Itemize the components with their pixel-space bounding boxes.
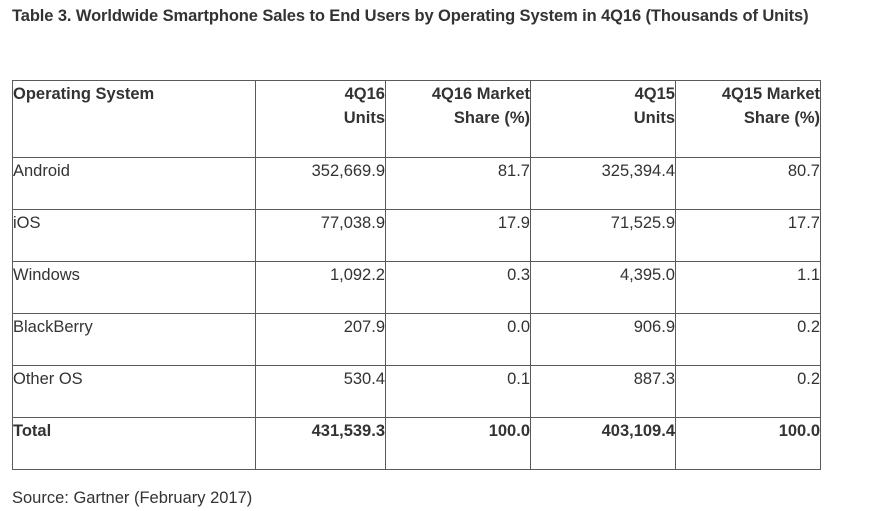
q416-units-cell: 352,669.9 bbox=[255, 157, 386, 210]
os-name-cell: Other OS bbox=[12, 365, 256, 418]
table-header-row: Operating System 4Q16 Units 4Q16 Market … bbox=[12, 80, 821, 158]
q416-share-cell: 0.3 bbox=[385, 261, 531, 314]
header-operating-system: Operating System bbox=[12, 80, 256, 158]
header-operating-system-label: Operating System bbox=[13, 85, 155, 103]
table-row: Android 352,669.9 81.7 325,394.4 80.7 bbox=[12, 157, 821, 210]
q415-units-cell: 325,394.4 bbox=[530, 157, 676, 210]
q416-units-cell: 1,092.2 bbox=[255, 261, 386, 314]
header-4q16-units-line2: Units bbox=[343, 109, 385, 127]
total-q416-share-cell: 100.0 bbox=[385, 417, 531, 470]
smartphone-sales-table: Operating System 4Q16 Units 4Q16 Market … bbox=[12, 80, 821, 470]
header-4q16-units: 4Q16 Units bbox=[255, 80, 386, 158]
header-4q16-share: 4Q16 Market Share (%) bbox=[385, 80, 531, 158]
q415-units-cell: 4,395.0 bbox=[530, 261, 676, 314]
q415-units-cell: 906.9 bbox=[530, 313, 676, 366]
q415-share-cell: 17.7 bbox=[675, 209, 821, 262]
q415-share-cell: 0.2 bbox=[675, 313, 821, 366]
header-4q15-units-line1: 4Q15 bbox=[634, 85, 675, 103]
header-4q15-units: 4Q15 Units bbox=[530, 80, 676, 158]
os-name-cell: iOS bbox=[12, 209, 256, 262]
os-name-cell: BlackBerry bbox=[12, 313, 256, 366]
header-4q15-units-line2: Units bbox=[633, 109, 675, 127]
header-4q15-share-line2: Share (%) bbox=[743, 109, 820, 127]
q416-units-cell: 530.4 bbox=[255, 365, 386, 418]
q416-units-cell: 207.9 bbox=[255, 313, 386, 366]
source-note: Source: Gartner (February 2017) bbox=[12, 489, 253, 507]
total-q416-units-cell: 431,539.3 bbox=[255, 417, 386, 470]
table-row: Other OS 530.4 0.1 887.3 0.2 bbox=[12, 365, 821, 418]
total-q415-units-cell: 403,109.4 bbox=[530, 417, 676, 470]
table-row: iOS 77,038.9 17.9 71,525.9 17.7 bbox=[12, 209, 821, 262]
table-row: Windows 1,092.2 0.3 4,395.0 1.1 bbox=[12, 261, 821, 314]
q415-share-cell: 1.1 bbox=[675, 261, 821, 314]
total-q415-share-cell: 100.0 bbox=[675, 417, 821, 470]
table-total-row: Total 431,539.3 100.0 403,109.4 100.0 bbox=[12, 417, 821, 470]
table-row: BlackBerry 207.9 0.0 906.9 0.2 bbox=[12, 313, 821, 366]
os-name-cell: Android bbox=[12, 157, 256, 210]
q415-share-cell: 0.2 bbox=[675, 365, 821, 418]
table-title: Table 3. Worldwide Smartphone Sales to E… bbox=[12, 7, 809, 25]
q416-share-cell: 81.7 bbox=[385, 157, 531, 210]
header-4q15-share-line1: 4Q15 Market bbox=[721, 85, 820, 103]
q416-share-cell: 0.0 bbox=[385, 313, 531, 366]
header-4q16-units-line1: 4Q16 bbox=[344, 85, 385, 103]
q416-units-cell: 77,038.9 bbox=[255, 209, 386, 262]
q416-share-cell: 17.9 bbox=[385, 209, 531, 262]
q415-units-cell: 71,525.9 bbox=[530, 209, 676, 262]
header-4q15-share: 4Q15 Market Share (%) bbox=[675, 80, 821, 158]
header-4q16-share-line1: 4Q16 Market bbox=[431, 85, 530, 103]
q415-units-cell: 887.3 bbox=[530, 365, 676, 418]
total-label-cell: Total bbox=[12, 417, 256, 470]
q416-share-cell: 0.1 bbox=[385, 365, 531, 418]
q415-share-cell: 80.7 bbox=[675, 157, 821, 210]
os-name-cell: Windows bbox=[12, 261, 256, 314]
header-4q16-share-line2: Share (%) bbox=[453, 109, 530, 127]
